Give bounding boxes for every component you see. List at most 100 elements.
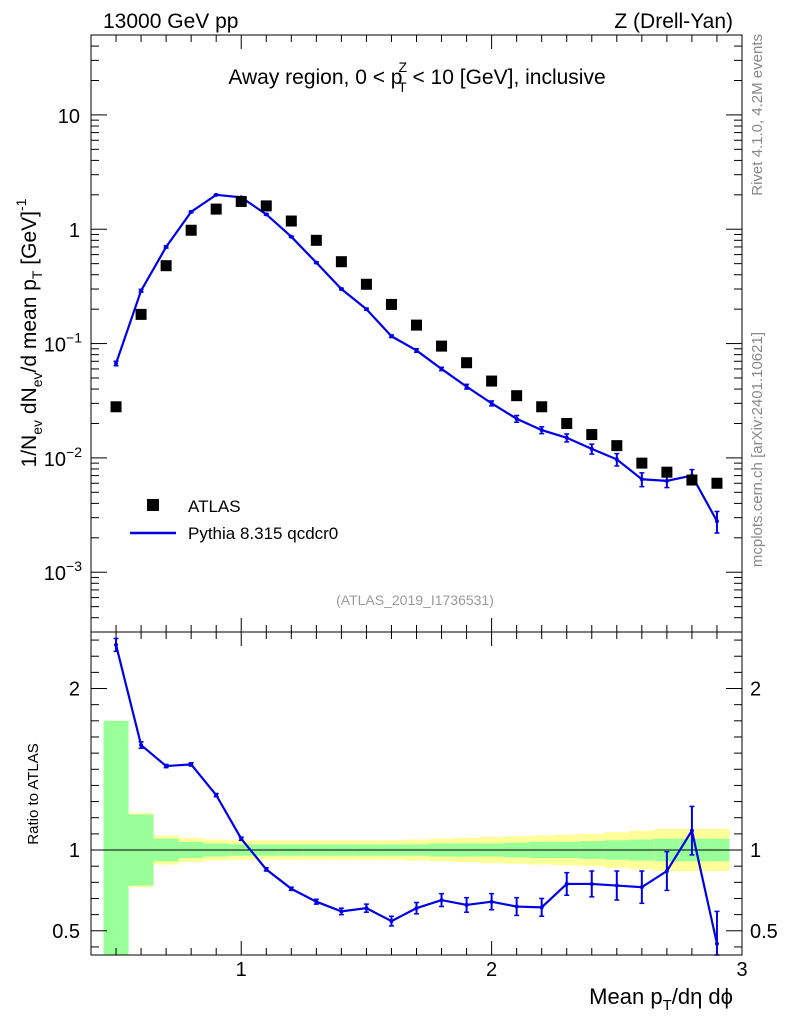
ratio-tick-label-right: 0.5 bbox=[750, 921, 778, 943]
x-tick-label: 1 bbox=[236, 959, 247, 981]
ratio-point bbox=[289, 886, 294, 891]
atlas-point bbox=[536, 401, 548, 413]
atlas-point bbox=[160, 260, 172, 272]
atlas-point bbox=[310, 234, 322, 246]
ratio-tick-label-right: 2 bbox=[750, 679, 761, 701]
mc-point bbox=[314, 260, 319, 265]
mc-point bbox=[264, 212, 269, 217]
plot-title-rest: < 10 [GeV], inclusive bbox=[407, 66, 606, 89]
atlas-point bbox=[335, 256, 347, 268]
atlas-point bbox=[486, 375, 498, 387]
mc-point bbox=[414, 348, 419, 353]
y-tick-label: 10−2 bbox=[44, 444, 82, 471]
atlas-point bbox=[636, 457, 648, 469]
atlas-point bbox=[235, 195, 247, 207]
atlas-point bbox=[461, 357, 473, 369]
data-series bbox=[110, 195, 723, 489]
y-tick-base: 10 bbox=[44, 335, 66, 357]
atlas-point bbox=[185, 224, 197, 236]
ratio-tick-label-left: 0.5 bbox=[52, 921, 80, 943]
mc-point bbox=[439, 366, 444, 371]
y-tick-base: 10 bbox=[44, 563, 66, 585]
plot-title-main: Away region, 0 < p bbox=[228, 66, 402, 89]
ylabel-mid: dN bbox=[18, 387, 41, 420]
ratio-point bbox=[339, 909, 344, 914]
ratio-axis-ticks: 1 2 30.5 0.51 12 2 bbox=[52, 632, 778, 981]
atlas-point bbox=[511, 390, 523, 402]
legend-data-label: ATLAS bbox=[188, 497, 241, 516]
mc-point bbox=[514, 416, 519, 421]
y-tick-exp: −2 bbox=[66, 444, 82, 460]
ratio-inner-band bbox=[103, 720, 129, 955]
header-right: Z (Drell-Yan) bbox=[614, 10, 733, 33]
ratio-point bbox=[589, 881, 594, 886]
atlas-point bbox=[661, 466, 673, 478]
y-tick-label: 1 bbox=[69, 220, 80, 242]
mc-point bbox=[289, 234, 294, 239]
ylabel-rest: [GeV] bbox=[18, 211, 41, 271]
mc-point bbox=[339, 287, 344, 292]
mc-point bbox=[639, 477, 644, 482]
plot-title-sub: T bbox=[398, 79, 407, 95]
atlas-point bbox=[561, 417, 573, 429]
ylabel-sup: -1 bbox=[13, 198, 29, 211]
mc-point bbox=[389, 334, 394, 339]
ratio-point bbox=[189, 762, 194, 767]
ratio-point bbox=[664, 869, 669, 874]
ratio-point bbox=[689, 828, 694, 833]
mc-point bbox=[714, 519, 719, 524]
ratio-point bbox=[439, 898, 444, 903]
y-tick-base: 10 bbox=[58, 106, 80, 128]
atlas-point bbox=[285, 215, 297, 227]
y-tick-exp: −1 bbox=[66, 330, 82, 346]
ylabel-mid2: /d mean p bbox=[18, 279, 41, 372]
x-axis-label: Mean pT/dη dϕ bbox=[589, 984, 733, 1014]
x-tick-label: 3 bbox=[736, 959, 747, 981]
atlas-point bbox=[411, 319, 422, 331]
mc-series bbox=[113, 192, 720, 534]
xlabel-rest: /dη dϕ bbox=[672, 984, 733, 1009]
plot-title-sup: Z bbox=[399, 59, 408, 75]
ratio-tick-label-right: 1 bbox=[750, 840, 761, 862]
ratio-point bbox=[264, 867, 269, 872]
y-tick-base: 10 bbox=[44, 449, 66, 471]
y-tick-label: 10−3 bbox=[44, 558, 82, 585]
mc-point bbox=[664, 478, 669, 483]
ratio-point bbox=[114, 642, 119, 647]
atlas-point bbox=[711, 477, 723, 489]
y-axis-label: 1/Nev dNev/d mean pT [GeV]-1 bbox=[13, 198, 45, 467]
mc-point bbox=[539, 428, 544, 433]
atlas-point bbox=[611, 440, 623, 452]
mc-point bbox=[139, 288, 144, 293]
y-tick-base: 1 bbox=[69, 220, 80, 242]
ratio-tick-label-left: 2 bbox=[69, 679, 80, 701]
y-tick-label: 10−1 bbox=[44, 330, 82, 357]
ratio-point bbox=[389, 919, 394, 924]
atlas-point bbox=[260, 200, 272, 212]
ratio-point bbox=[539, 905, 544, 910]
ratio-point bbox=[614, 883, 619, 888]
xlabel-sub: T bbox=[663, 997, 672, 1014]
mc-point bbox=[564, 435, 569, 440]
mc-point bbox=[614, 457, 619, 462]
ratio-point bbox=[164, 764, 169, 769]
rivet-label: Rivet 4.1.0, 4.2M events bbox=[749, 34, 766, 196]
ratio-y-label: Ratio to ATLAS bbox=[25, 743, 42, 844]
atlas-point bbox=[385, 298, 397, 310]
legend: ATLAS Pythia 8.315 qcdcr0 bbox=[130, 497, 338, 543]
ylabel-main: 1/N bbox=[18, 435, 41, 468]
atlas-point bbox=[586, 429, 598, 441]
mc-point bbox=[464, 384, 469, 389]
atlas-point bbox=[360, 278, 372, 290]
ratio-point bbox=[139, 743, 144, 748]
ratio-uncertainty-bands bbox=[103, 720, 730, 955]
mc-curve bbox=[114, 193, 718, 522]
ratio-point bbox=[314, 899, 319, 904]
mc-point bbox=[114, 361, 119, 366]
atlas-point bbox=[110, 401, 122, 413]
atlas-point bbox=[135, 308, 147, 320]
ratio-mc-curve bbox=[114, 644, 719, 944]
ratio-point bbox=[414, 906, 419, 911]
